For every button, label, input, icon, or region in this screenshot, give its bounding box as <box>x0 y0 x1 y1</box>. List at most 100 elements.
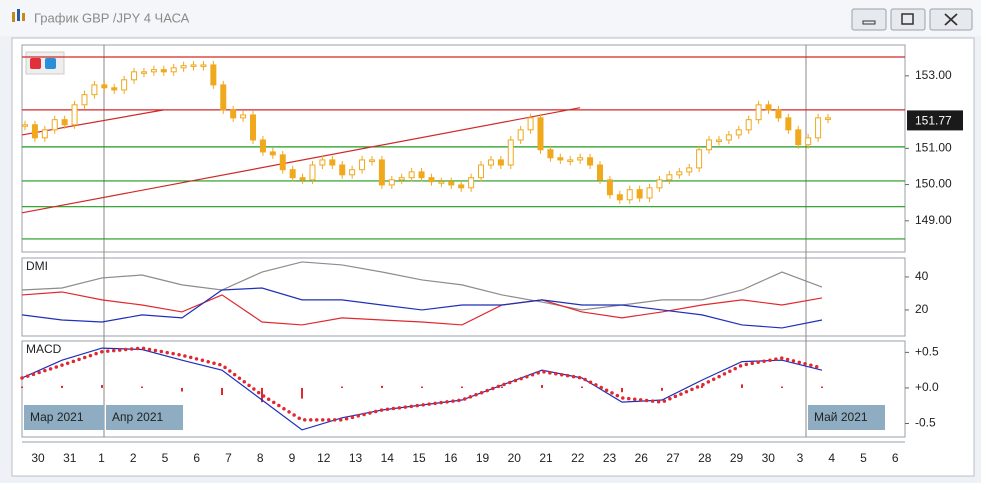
panel-label: DMI <box>26 259 48 273</box>
candle <box>458 184 465 189</box>
x-tick-label: 15 <box>412 451 426 465</box>
candle <box>111 87 118 91</box>
x-tick-label: 13 <box>349 451 363 465</box>
candle <box>408 171 415 179</box>
histogram-bar <box>381 385 383 388</box>
y-tick-label: 151.00 <box>915 140 952 154</box>
last-price-label: 151.77 <box>915 114 952 128</box>
candle <box>636 189 643 199</box>
period-label-box <box>808 405 885 430</box>
y-tick-label: -0.5 <box>915 416 936 430</box>
candle <box>596 164 603 181</box>
candle <box>755 104 762 121</box>
candle <box>388 179 395 186</box>
period-label: Апр 2021 <box>112 410 164 424</box>
x-tick-label: 31 <box>63 451 77 465</box>
y-tick-label: 20 <box>915 302 929 316</box>
candle <box>71 104 78 126</box>
histogram-bar <box>301 387 303 399</box>
x-tick-label: 16 <box>444 451 458 465</box>
candle <box>735 129 742 136</box>
candle <box>250 114 257 141</box>
candle <box>140 71 147 74</box>
x-tick-label: 1 <box>98 451 105 465</box>
candle <box>656 179 663 189</box>
period-label-box <box>24 405 104 430</box>
candle <box>22 124 28 127</box>
candle <box>81 94 88 106</box>
x-tick-label: 22 <box>571 451 585 465</box>
candle <box>349 169 356 176</box>
histogram-bar <box>261 387 263 403</box>
candle <box>299 177 306 181</box>
candle <box>765 104 772 111</box>
candle <box>289 169 296 179</box>
dmi-panel <box>21 257 906 337</box>
candle <box>438 181 445 184</box>
period-label: Май 2021 <box>814 410 868 424</box>
last-price-box <box>907 110 963 131</box>
color-buttons <box>25 51 65 75</box>
candle <box>31 124 38 139</box>
candle <box>200 64 207 67</box>
candle <box>606 179 613 196</box>
x-tick-label: 23 <box>603 451 617 465</box>
indicator-line <box>21 261 823 311</box>
y-tick-label: 150.00 <box>915 177 952 191</box>
price-panel <box>21 44 906 253</box>
candle <box>666 174 673 181</box>
histogram-bar <box>101 385 103 388</box>
candle <box>805 137 812 146</box>
y-tick-label: 40 <box>915 269 929 283</box>
candle <box>507 139 514 166</box>
candle <box>686 167 693 173</box>
window-title: График GBP /JPY 4 ЧАСА <box>34 10 190 25</box>
histogram-bar <box>341 386 343 388</box>
candle <box>418 171 425 179</box>
candle <box>825 117 831 120</box>
candle <box>478 164 485 179</box>
x-tick-label: 3 <box>797 451 804 465</box>
x-tick-label: 20 <box>508 451 522 465</box>
candle <box>785 117 792 131</box>
histogram-bar <box>741 384 743 388</box>
histogram-bar <box>821 386 823 388</box>
histogram-bar <box>661 387 663 391</box>
histogram-bar <box>581 386 583 388</box>
red-button[interactable] <box>30 58 41 69</box>
candle <box>240 114 247 119</box>
candle <box>319 159 326 166</box>
histogram-bar <box>221 387 223 396</box>
candle <box>61 119 68 126</box>
candle <box>210 64 217 86</box>
candle <box>269 151 276 156</box>
x-tick-label: 21 <box>539 451 553 465</box>
blue-button[interactable] <box>45 58 56 69</box>
x-tick-label: 2 <box>130 451 137 465</box>
minimize-button[interactable] <box>851 8 887 31</box>
x-tick-label: 29 <box>730 451 744 465</box>
candle <box>715 139 722 142</box>
histogram-bar <box>421 386 423 388</box>
histogram-bar <box>701 385 703 388</box>
candle <box>487 159 494 166</box>
minimize-icon <box>862 20 876 25</box>
candle <box>547 149 554 159</box>
indicator-line <box>20 346 824 422</box>
x-tick-label: 30 <box>762 451 776 465</box>
y-tick-label: 149.00 <box>915 213 952 227</box>
candle <box>121 79 128 91</box>
candle <box>646 187 653 199</box>
candle <box>329 159 336 166</box>
candle <box>815 117 822 139</box>
x-tick-label: 5 <box>860 451 867 465</box>
candle <box>170 67 177 73</box>
x-tick-label: 4 <box>828 451 835 465</box>
candle <box>468 177 475 189</box>
histogram-bar <box>21 386 23 388</box>
restore-button[interactable] <box>890 8 926 31</box>
candle <box>180 65 187 69</box>
x-tick-label: 6 <box>193 451 200 465</box>
candle <box>795 129 802 146</box>
histogram-bar <box>181 387 183 392</box>
